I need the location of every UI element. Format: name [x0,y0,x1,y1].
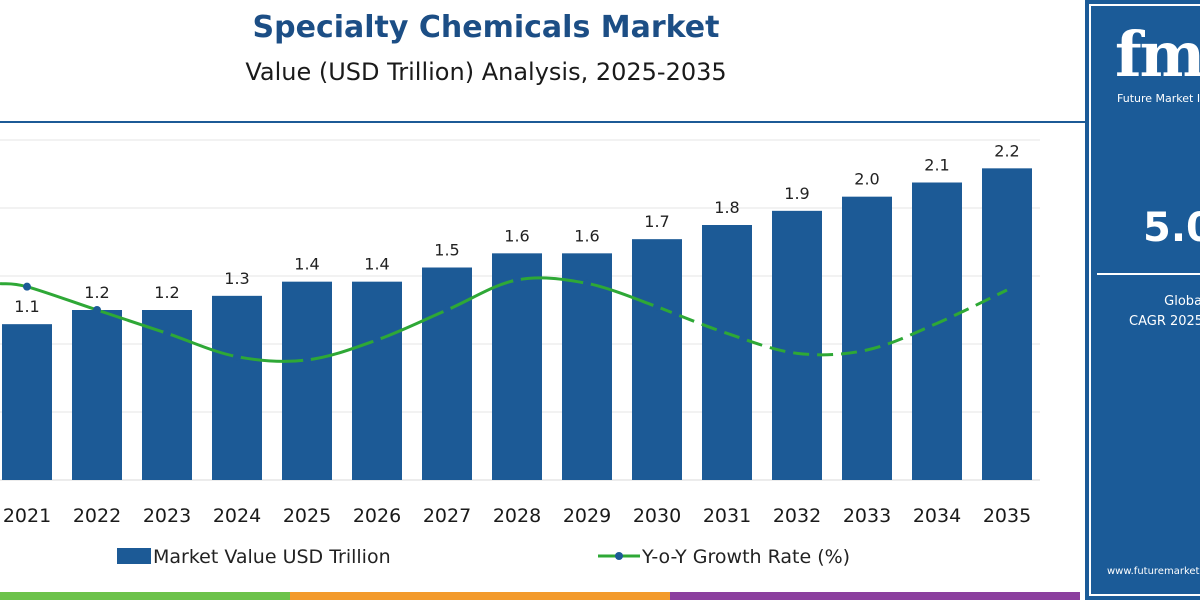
bar-label-2021: 1.1 [14,297,39,316]
x-tick-2027: 2027 [423,505,471,527]
bar-2024 [212,295,262,480]
bar-label-2024: 1.3 [224,269,249,288]
bar-2035 [982,168,1032,481]
x-tick-2025: 2025 [283,505,331,527]
bar-label-2029: 1.6 [574,226,599,245]
bar-label-2035: 2.2 [994,141,1019,160]
x-tick-2021: 2021 [3,505,51,527]
cagr-label-line1: Global [1164,294,1200,309]
bar-label-2027: 1.5 [434,241,459,260]
x-axis-tick-labels: 2021 2022 2023 2024 2025 2026 2027 2028 2029 2030… [3,505,1031,527]
bar-label-2034: 2.1 [924,156,949,175]
fmi-logo: fmi [1115,18,1200,91]
x-tick-2028: 2028 [493,505,541,527]
x-tick-2029: 2029 [563,505,611,527]
cagr-label: Global CAGR 2025-2035 [1129,292,1200,332]
bar-2022 [72,310,122,480]
x-tick-2031: 2031 [703,505,751,527]
legend-swatch-market-value [117,548,151,564]
bar-2021 [2,324,52,480]
cagr-value: 5.0% [1143,205,1200,251]
bar-2031 [702,225,752,480]
bar-2030 [632,239,682,480]
growth-line-forecast [656,288,1008,357]
growth-point-2022 [93,306,101,314]
legend: Market Value USD Trillion Y-o-Y Growth R… [117,546,850,568]
bar-2025 [282,281,332,480]
side-panel-frame [1089,4,1200,596]
growth-point-2030 [653,302,661,311]
bar-2032 [772,210,822,481]
bar-label-2032: 1.9 [784,184,809,203]
growth-point-2027 [443,306,451,314]
legend-marker-growth [615,552,623,560]
growth-point-2024 [233,352,241,361]
x-tick-2033: 2033 [843,505,891,527]
bar-label-2026: 1.4 [364,255,389,274]
side-panel: fmi Future Market Insights 5.0% Global C… [1085,0,1200,600]
legend-label-market-value: Market Value USD Trillion [153,546,391,568]
bar-label-2022: 1.2 [84,283,109,302]
growth-line-series [0,276,1008,364]
chart-subtitle: Value (USD Trillion) Analysis, 2025-2035 [245,58,727,86]
footer-color-stripe [0,592,1080,600]
x-tick-2022: 2022 [73,505,121,527]
growth-point-2021 [23,282,31,291]
bar-label-2023: 1.2 [154,283,179,302]
bar-2027 [422,267,472,480]
x-tick-2034: 2034 [913,505,961,527]
bar-2026 [352,281,402,480]
bar-label-2030: 1.7 [644,212,669,231]
x-tick-2023: 2023 [143,505,191,527]
bar-2033 [842,196,892,480]
chart-canvas: 1.1 1.2 1.2 1.3 1.4 1.4 1.5 1.6 1.6 1.7 1.8 1.9 2.0 2… [0,139,1040,568]
bar-label-2033: 2.0 [854,170,879,189]
chart-title: Specialty Chemicals Market [252,10,720,45]
x-tick-2030: 2030 [633,505,681,527]
growth-point-2023 [163,329,171,338]
bar-label-2028: 1.6 [504,226,529,245]
growth-point-2025 [303,356,311,364]
website-link[interactable]: www.futuremarketinsights.com [1107,566,1200,577]
footer-stripe-green [0,592,290,600]
logo-company-name: Future Market Insights [1117,92,1200,105]
bar-label-2025: 1.4 [294,255,319,274]
bar-series [2,168,1032,481]
cagr-label-line2: CAGR 2025-2035 [1129,314,1200,329]
footer-stripe-purple [670,592,1080,600]
growth-point-2029 [583,279,591,288]
x-tick-2024: 2024 [213,505,261,527]
bar-2029 [562,253,612,480]
x-tick-2032: 2032 [773,505,821,527]
bar-2028 [492,253,542,480]
footer-stripe-orange [290,592,670,600]
bar-data-labels: 1.1 1.2 1.2 1.3 1.4 1.4 1.5 1.6 1.6 1.7 1.8 1.9 2.0 2… [14,141,1019,316]
bar-label-2031: 1.8 [714,198,739,217]
growth-point-2028 [513,276,521,284]
growth-point-2026 [373,336,381,344]
side-panel-divider [1097,273,1200,275]
x-tick-2026: 2026 [353,505,401,527]
legend-label-growth: Y-o-Y Growth Rate (%) [641,546,850,568]
x-tick-2035: 2035 [983,505,1031,527]
header-divider [0,121,1085,123]
